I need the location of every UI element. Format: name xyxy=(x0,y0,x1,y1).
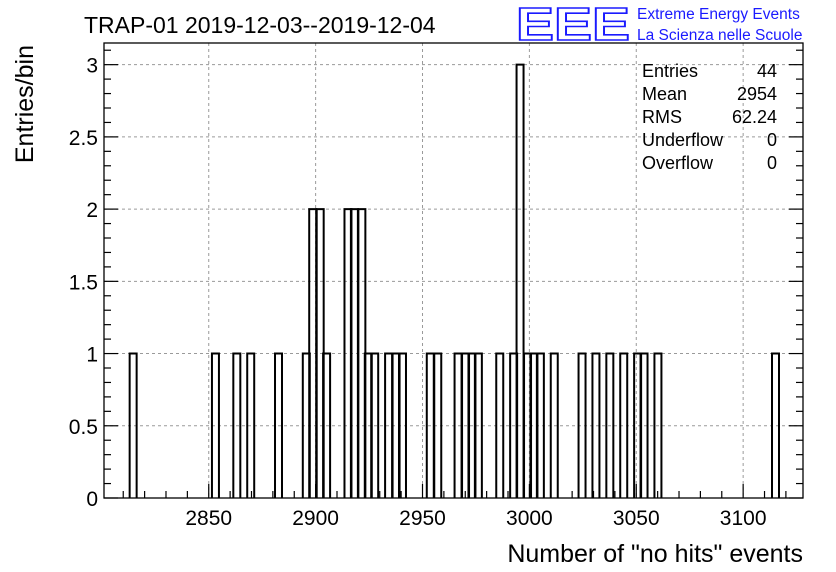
x-tick-label: 2850 xyxy=(185,507,232,530)
histogram-bin xyxy=(473,352,483,498)
stats-value-entries: 44 xyxy=(757,61,777,81)
histogram-bin xyxy=(515,63,525,498)
chart-title: TRAP-01 2019-12-03--2019-12-04 xyxy=(84,12,436,38)
histogram-bin xyxy=(577,352,587,498)
stats-label-underflow: Underflow xyxy=(642,130,724,150)
histogram-bin xyxy=(433,352,443,498)
x-tick-label: 2950 xyxy=(399,507,446,530)
histogram-bin xyxy=(591,352,601,498)
stats-value-underflow: 0 xyxy=(767,130,777,150)
stats-value-mean: 2954 xyxy=(737,84,777,104)
histogram-bin xyxy=(639,352,649,498)
histogram-bin xyxy=(535,352,545,498)
x-tick-label: 3050 xyxy=(613,507,660,530)
y-axis-label: Entries/bin xyxy=(11,45,39,163)
histogram-bin xyxy=(495,352,505,498)
y-tick-label: 1 xyxy=(86,344,98,367)
y-tick-label: 1.5 xyxy=(69,271,98,294)
histogram-bin xyxy=(128,352,138,498)
histogram-bin xyxy=(549,352,559,498)
histogram-bin xyxy=(619,352,629,498)
histogram-bin xyxy=(653,352,663,498)
eee-logo: EEE Extreme Energy Events La Scienza nel… xyxy=(515,0,802,51)
x-tick-label: 3100 xyxy=(720,507,767,530)
histogram-bins xyxy=(128,63,780,498)
stats-label-rms: RMS xyxy=(642,107,682,127)
eee-logo-line2: La Scienza nelle Scuole xyxy=(637,27,802,44)
histogram-bin xyxy=(397,352,407,498)
axes: 2850 2900 2950 3000 3050 3100 0 0.5 1 1.5 2 2.5 3 xyxy=(69,42,804,530)
stats-label-mean: Mean xyxy=(642,84,687,104)
histogram-bin xyxy=(274,352,283,498)
stats-label-entries: Entries xyxy=(642,61,698,81)
stats-value-overflow: 0 xyxy=(767,153,777,173)
y-tick-label: 3 xyxy=(86,55,98,78)
histogram-bin xyxy=(246,352,256,498)
y-tick-label: 2 xyxy=(86,199,98,222)
histogram-bin xyxy=(210,352,220,498)
histogram-bin xyxy=(605,352,615,498)
histogram-bin xyxy=(370,352,380,498)
eee-logo-mark: EEE xyxy=(516,0,630,50)
stats-value-rms: 62.24 xyxy=(732,107,777,127)
histogram-bin xyxy=(322,352,332,498)
histogram-bin xyxy=(232,352,242,498)
eee-logo-line1: Extreme Energy Events xyxy=(637,6,800,23)
histogram-bin xyxy=(771,352,780,498)
grid-lines xyxy=(104,43,803,498)
y-tick-label: 2.5 xyxy=(69,127,98,150)
plot-frame xyxy=(103,42,804,499)
x-tick-label: 2900 xyxy=(292,507,339,530)
y-tick-label: 0.5 xyxy=(69,416,98,439)
stats-label-overflow: Overflow xyxy=(642,153,714,173)
y-tick-label: 0 xyxy=(86,488,98,511)
x-axis-label: Number of "no hits" events xyxy=(507,540,803,568)
stats-box: Entries 44 Mean 2954 RMS 62.24 Underflow… xyxy=(642,61,777,173)
x-tick-label: 3000 xyxy=(506,507,553,530)
